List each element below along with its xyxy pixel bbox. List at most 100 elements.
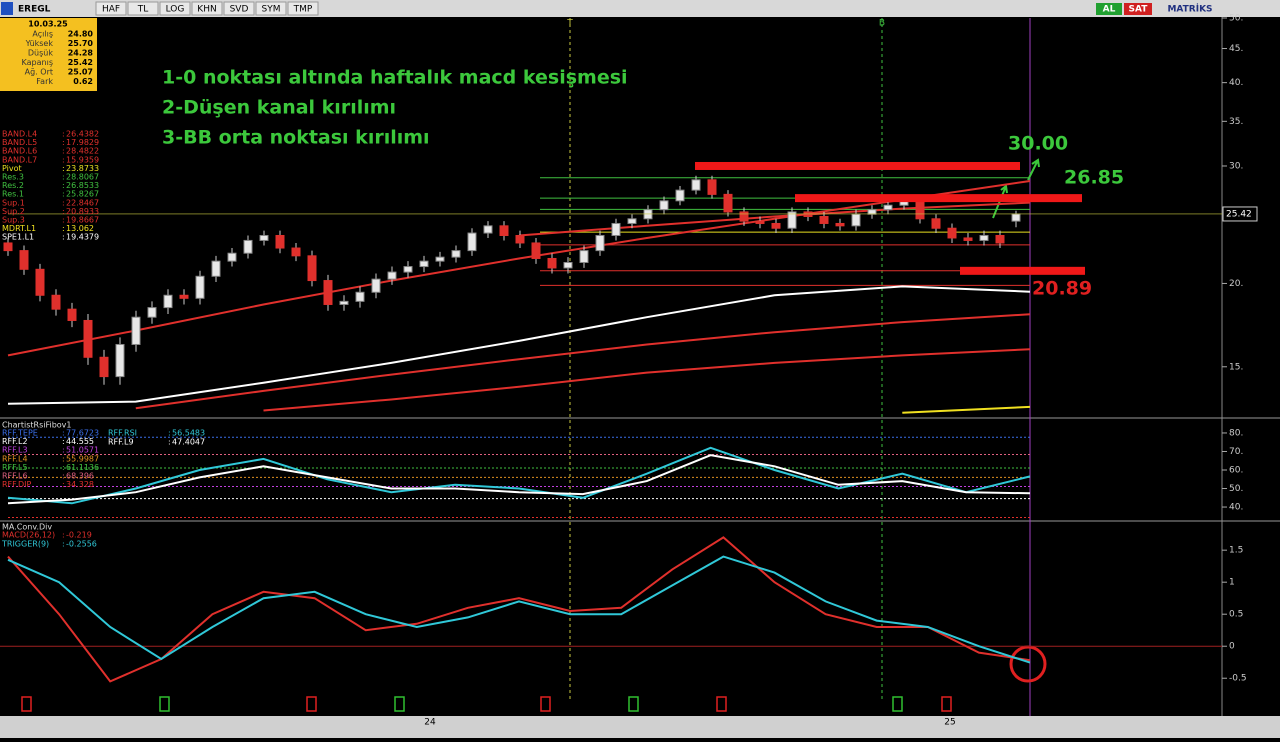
toolbar-button-label[interactable]: TMP	[293, 5, 313, 15]
buy-label[interactable]: AL	[1103, 5, 1116, 15]
sell-button[interactable]	[1124, 3, 1152, 15]
toolbar-button[interactable]	[287, 1, 319, 16]
info-label: Düşük	[28, 49, 53, 58]
info-label: Ağ. Ort	[25, 68, 53, 77]
info-label: Açılış	[32, 30, 53, 39]
legend-colon: :	[62, 429, 65, 438]
toolbar-button[interactable]	[191, 1, 223, 16]
toolbar-items: EREGL AL SAT MATRİKS HAF TL LOG KHN SVD SYM TM…	[1, 1, 1213, 16]
candle-body	[451, 250, 461, 258]
series-line	[7, 536, 1031, 683]
candle-body	[691, 179, 701, 191]
y-tick-label: 45.	[1229, 44, 1243, 54]
info-date: 10.03.25	[28, 20, 68, 29]
legend-name: RFF.L4	[2, 454, 28, 463]
y-tick-label: 70.	[1229, 447, 1243, 457]
legend-value: -0.2556	[66, 540, 97, 549]
toolbar-button-label[interactable]: SVD	[230, 5, 249, 15]
legend-colon: :	[62, 164, 65, 173]
legend-colon: :	[62, 216, 65, 225]
candle-body	[147, 307, 157, 318]
sell-signal	[21, 696, 32, 712]
y-tick-label: 1	[1229, 578, 1235, 588]
info-box	[0, 18, 97, 91]
info-label: Kapanış	[22, 58, 53, 67]
candle-body	[419, 260, 429, 268]
logo[interactable]	[1, 2, 13, 15]
last-price-box	[1222, 206, 1258, 222]
y-tick-label: 40.	[1229, 78, 1243, 88]
toolbar	[0, 0, 1280, 17]
legend-name: MACD(26,12)	[2, 531, 55, 540]
candle-body	[627, 218, 637, 224]
candle-body	[979, 234, 989, 241]
legend-value: 13.062	[66, 224, 94, 233]
legend-colon: :	[62, 173, 65, 182]
toolbar-button[interactable]	[223, 1, 255, 16]
target-bar	[795, 194, 1082, 203]
series-line	[518, 201, 1031, 237]
candle-body	[243, 239, 253, 254]
sell-label[interactable]: SAT	[1129, 5, 1149, 15]
legend-name: RFF.L9	[108, 438, 134, 447]
y-tick-label: 20.	[1229, 279, 1243, 289]
panel-title: ChartistRsiFibov1	[2, 421, 72, 430]
legend-name: Res.3	[2, 173, 24, 182]
toolbar-button-label[interactable]: SYM	[262, 5, 281, 15]
candle-body	[211, 260, 221, 277]
candle-body	[387, 271, 397, 280]
legend-name: SPE1.L1	[2, 233, 34, 242]
series-line	[7, 285, 1031, 405]
legend-colon: :	[62, 540, 65, 549]
last-price-label: 25.42	[1226, 209, 1252, 219]
candle-body	[435, 256, 445, 262]
toolbar-button[interactable]	[127, 1, 159, 16]
axis-area	[1222, 17, 1280, 716]
legend-value: 51.0571	[66, 446, 99, 455]
brand: MATRİKS	[1167, 4, 1212, 15]
panel-title: MA.Conv.Div	[2, 523, 52, 532]
toolbar-button[interactable]	[159, 1, 191, 16]
candle-body	[323, 280, 333, 305]
legend-name: Pivot	[2, 164, 22, 173]
toolbar-button[interactable]	[95, 1, 127, 16]
note: 3-BB orta noktası kırılımı	[162, 127, 430, 149]
marker-label: B	[879, 19, 885, 29]
legend-colon: :	[62, 198, 65, 207]
candle-body	[835, 222, 845, 227]
sell-signal	[941, 696, 952, 712]
candle-body	[131, 316, 141, 345]
candle-body	[867, 209, 877, 215]
candle-body	[547, 257, 557, 269]
legend-value: 44.555	[66, 437, 94, 446]
candle-body	[755, 220, 765, 224]
y-tick-label: 60.	[1229, 466, 1243, 476]
candle-body	[403, 266, 413, 273]
toolbar-button-label[interactable]: HAF	[102, 5, 120, 15]
legend-colon: :	[62, 531, 65, 540]
legend-colon: :	[62, 147, 65, 156]
candle-body	[371, 278, 381, 293]
toolbar-button-label[interactable]: TL	[137, 5, 149, 15]
target-label: 30.00	[1008, 132, 1068, 154]
candle-body	[67, 308, 77, 321]
candle-body	[595, 234, 605, 252]
legend-value: 19.8667	[66, 216, 99, 225]
legend-value: 15.9359	[66, 155, 99, 164]
candle-body	[259, 234, 269, 241]
toolbar-button-label[interactable]: KHN	[197, 5, 216, 15]
candle-body	[883, 204, 893, 211]
info-value: 24.28	[68, 49, 94, 58]
buy-button[interactable]	[1096, 3, 1122, 15]
note: 1-0 noktası altında haftalık macd kesişm…	[162, 67, 628, 89]
legend-colon: :	[62, 155, 65, 164]
toolbar-button-label[interactable]: LOG	[166, 5, 185, 15]
candle-body	[83, 319, 93, 358]
y-tick-label: 0.5	[1229, 610, 1243, 620]
toolbar-button[interactable]	[255, 1, 287, 16]
candle-body	[931, 218, 941, 229]
symbol[interactable]: EREGL	[18, 5, 51, 15]
target-bar	[695, 161, 1020, 170]
candle-body	[787, 211, 797, 229]
